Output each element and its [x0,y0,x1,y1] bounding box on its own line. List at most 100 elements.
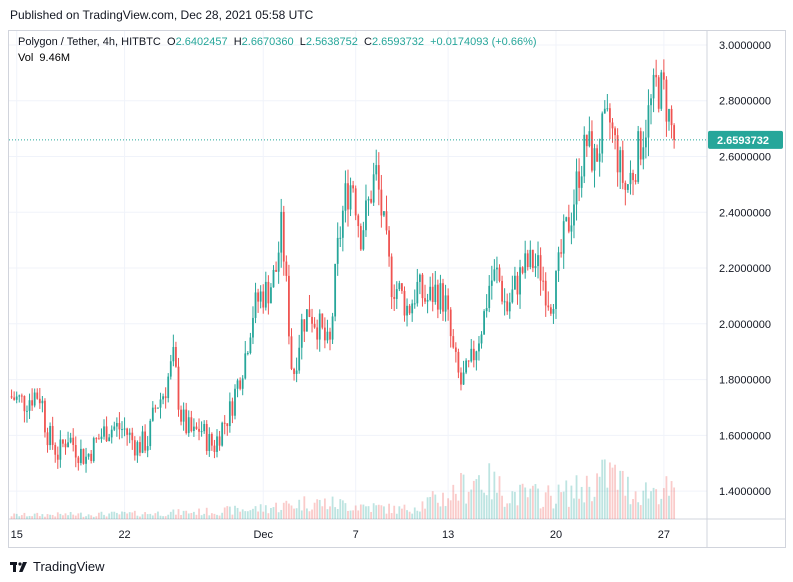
candle-body [228,401,231,427]
candle-body [46,432,49,446]
volume-bar [603,459,606,519]
volume-bar [226,506,229,519]
candle-body [385,211,388,231]
candle-body [97,438,100,440]
change-value: +0.0174093 (+0.66%) [430,36,537,48]
candle-body [262,291,265,308]
candle-body [136,442,139,456]
candle-body [236,380,239,389]
volume-bar [493,471,496,519]
volume-bar [311,509,313,519]
volume-bar [92,516,95,519]
candle-body [246,353,249,355]
volume-bar [31,516,34,519]
candle-body [23,395,26,412]
volume-bar [185,510,188,519]
volume-bar [362,504,365,519]
candle-body [195,426,198,429]
time-tick-label: 27 [658,529,670,541]
volume-bar [82,516,85,519]
volume-bar [650,491,652,519]
volume-bar [483,492,485,519]
candle-body [64,443,67,448]
volume-bar [341,500,344,519]
volume-bar [488,463,491,519]
candle-body [56,454,59,460]
volume-value: 9.46M [39,52,70,64]
volume-bar [596,473,598,519]
candle-body [429,286,432,300]
candle-body [470,348,473,362]
volume-bar [529,488,532,519]
volume-bar [228,506,231,519]
volume-bar [606,487,609,519]
candle-body [670,108,673,126]
candle-body [534,266,537,269]
candle-body [413,303,416,305]
candle-body [108,437,111,442]
volume-bar [619,470,622,519]
candle-body [305,309,308,332]
volume-bar [431,491,434,519]
volume-bar [575,475,578,519]
volume-bar [580,486,583,519]
candle-body [637,131,640,182]
volume-bar [339,499,342,519]
candle-body [169,361,172,377]
volume-bar [336,509,339,519]
volume-bar [305,508,308,519]
volume-bar [467,491,470,519]
volume-bar [593,496,596,519]
volume-bar [72,514,75,519]
price-tick-label: 1.4000000 [719,486,771,498]
volume-bar [555,503,557,519]
symbol-label[interactable]: Polygon / Tether, 4h, HITBTC [18,36,161,48]
volume-bar [516,505,519,519]
volume-bar [334,507,337,519]
volume-bar [15,513,18,519]
candle-body [141,431,144,453]
volume-bar [624,495,627,519]
volume-bar [331,496,334,519]
volume-bar [454,493,457,519]
candle-body [41,400,44,404]
candle-body [647,105,650,138]
candle-body [193,426,195,432]
candle-body [51,426,54,445]
candle-body [257,292,260,302]
candle-body [511,289,514,303]
candle-body [144,431,147,451]
volume-bar [49,514,51,519]
volume-bar [180,514,182,519]
candle-body [270,287,272,304]
candle-body [632,172,634,181]
candle-body [300,319,303,348]
candle-body [200,431,203,433]
low-label: L [299,36,306,48]
volume-bar [508,503,511,519]
price-tick-label: 2.4000000 [719,207,771,219]
candle-body [531,249,534,269]
volume-bar [326,509,329,519]
volume-bar [290,505,293,519]
time-tick-label: Dec [253,529,273,541]
candle-body [285,261,288,276]
candle-body [596,148,598,162]
candle-body [162,396,164,400]
volume-bar [154,513,157,519]
candle-body [213,445,216,452]
candle-body [498,267,501,281]
candle-body [601,113,604,154]
volume-bar [460,472,462,519]
candle-body [465,360,468,373]
volume-bar [144,512,147,519]
volume-bar [498,476,501,519]
footer-brand[interactable]: TradingView [10,559,105,574]
volume-bar [141,514,144,519]
volume-bar [434,494,437,519]
last-price-tag [708,130,783,149]
candle-body [331,316,334,340]
volume-label[interactable]: Vol [18,52,34,64]
candle-body [80,448,82,463]
